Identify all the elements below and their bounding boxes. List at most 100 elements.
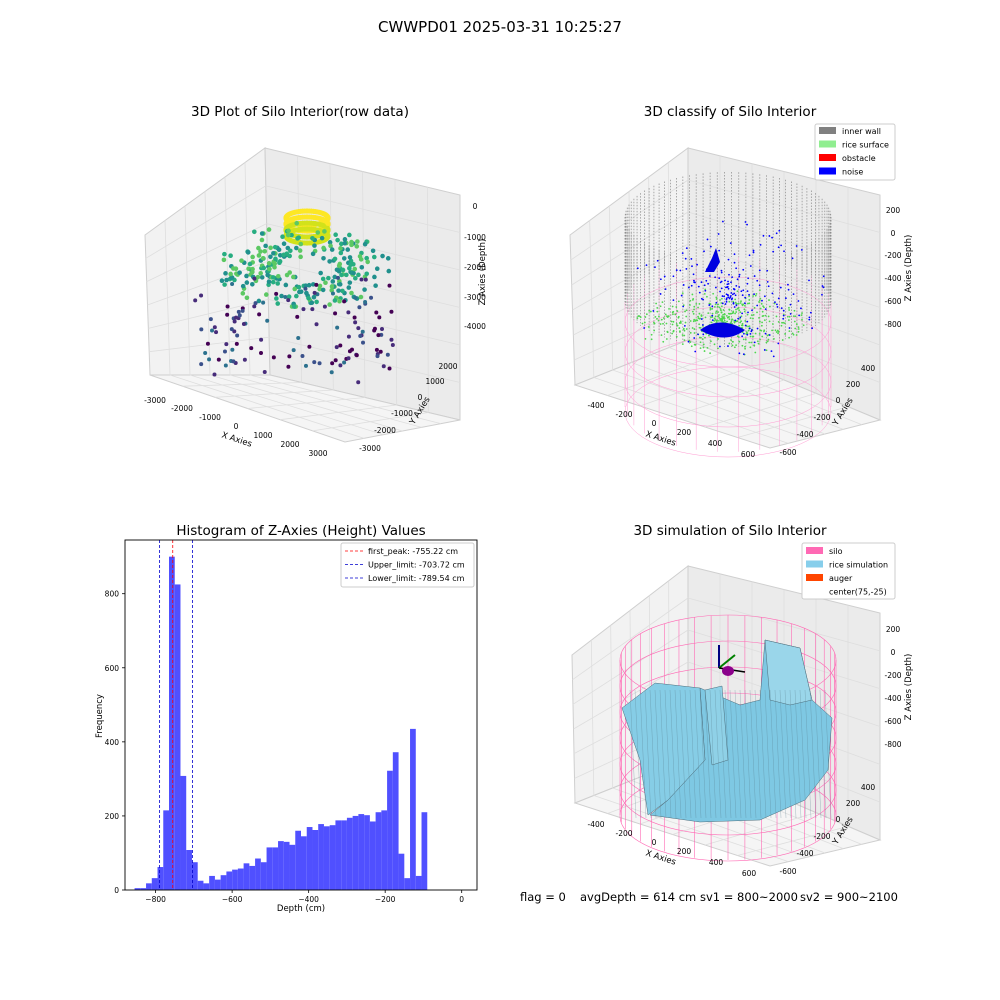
- p1-point: [320, 287, 326, 293]
- p2-rice-point: [792, 315, 795, 318]
- p1-point: [272, 265, 277, 270]
- p2-noise-point: [747, 277, 750, 280]
- p1-point: [225, 312, 230, 317]
- p1-point: [250, 254, 255, 260]
- p2-rice-point: [743, 310, 746, 313]
- p2-noise-point: [718, 277, 721, 280]
- panel1-title: 3D Plot of Silo Interior(row data): [191, 104, 409, 120]
- panel2-legend: inner wall rice surface obstacle noise: [814, 123, 896, 181]
- p2-ztick-1: 0: [891, 229, 896, 238]
- p1-ztick-2: -2000: [464, 263, 486, 272]
- rice-mesh-line: [824, 689, 832, 819]
- p1-point: [335, 237, 340, 243]
- p2-rice-point: [717, 338, 719, 340]
- p2-rice-point: [748, 325, 751, 328]
- p1-point: [288, 248, 293, 254]
- p1-point: [320, 276, 326, 282]
- p2-noise-point: [767, 285, 770, 288]
- p2-rice-point: [717, 303, 720, 306]
- p1-point: [307, 344, 312, 349]
- p1-point: [286, 294, 292, 300]
- histogram-bar: [358, 814, 365, 890]
- p2-rice-point: [714, 315, 717, 318]
- p1-point: [247, 261, 253, 267]
- histogram-bar: [140, 888, 147, 890]
- p1-point: [252, 276, 257, 281]
- p2-rice-point: [709, 308, 712, 311]
- p2-rice-point: [690, 345, 693, 348]
- p1-point: [327, 259, 332, 264]
- p2-rice-point: [753, 344, 756, 347]
- p2-rice-point: [728, 318, 731, 321]
- p2-noise-point: [746, 223, 748, 226]
- histogram-bar: [203, 883, 210, 890]
- p1-point: [280, 234, 285, 240]
- p2-noise-point: [738, 275, 741, 278]
- histogram-xtick-label: −600: [222, 895, 243, 904]
- p2-noise-point: [725, 300, 728, 303]
- p2-rice-point: [681, 334, 684, 336]
- p1-point: [342, 237, 348, 242]
- p4-legend-swatch: [806, 587, 823, 595]
- p2-xtick-5: 600: [741, 450, 756, 459]
- p1-point: [222, 282, 227, 287]
- p2-rice-point: [732, 310, 735, 313]
- p4-legend-swatch: [806, 547, 823, 554]
- p2-noise-point: [779, 286, 782, 289]
- p2-noise-point: [663, 275, 666, 278]
- histogram-bar: [157, 867, 164, 890]
- p1-point: [369, 295, 374, 300]
- p2-rice-point: [693, 332, 696, 334]
- p2-rice-point: [741, 322, 744, 325]
- p4-ztick-2: -200: [884, 671, 901, 680]
- p2-noise-point: [777, 297, 780, 300]
- p1-point: [199, 293, 204, 298]
- p1-point: [275, 281, 281, 286]
- p2-rice-point: [761, 321, 763, 324]
- p1-point: [340, 288, 345, 294]
- p2-noise-point: [685, 247, 688, 250]
- rice-mesh-line: [639, 689, 647, 819]
- p1-point: [317, 361, 322, 366]
- p2-noise-point: [730, 292, 733, 294]
- p2-rice-point: [683, 329, 686, 332]
- p2-rice-point: [728, 315, 730, 318]
- p2-noise-point: [729, 242, 732, 245]
- p2-noise-point: [727, 296, 730, 299]
- p2-rice-point: [670, 320, 673, 323]
- p1-point: [258, 271, 263, 276]
- histogram-xtick-label: −200: [375, 895, 396, 904]
- p2-rice-point: [727, 312, 730, 315]
- p2-rice-point: [660, 334, 663, 337]
- p1-point: [210, 328, 215, 333]
- p2-noise-point: [682, 284, 685, 286]
- p4-xtick-3: 200: [677, 847, 692, 856]
- p1-ytick-1: 1000: [425, 377, 444, 386]
- p2-rice-point: [722, 313, 725, 316]
- rice-simulation-surface: [621, 639, 833, 823]
- p2-rice-point: [752, 317, 754, 320]
- p2-rice-point: [759, 329, 762, 332]
- p2-rice-point: [697, 317, 700, 320]
- p1-point: [303, 283, 309, 288]
- p2-noise-point: [717, 233, 720, 235]
- p1-point: [358, 334, 363, 339]
- p1-point: [259, 275, 265, 280]
- p2-rice-point: [731, 344, 734, 347]
- histogram-bar: [278, 841, 284, 890]
- p1-xtick-6: 3000: [308, 449, 327, 458]
- p2-rice-point: [637, 315, 640, 317]
- p2-rice-point: [760, 302, 763, 305]
- histogram-legend: first_peak: -755.22 cm Upper_limit: -703.…: [340, 542, 475, 588]
- p1-point: [250, 266, 255, 272]
- p1-point: [300, 353, 305, 358]
- p2-noise-point: [679, 269, 682, 272]
- p2-rice-point: [662, 322, 664, 325]
- rice-mesh-line: [809, 689, 817, 819]
- p2-rice-point: [665, 338, 668, 340]
- p1-point: [262, 248, 268, 254]
- p1-point: [334, 267, 340, 273]
- p2-rice-point: [692, 312, 695, 315]
- p1-point: [310, 235, 315, 241]
- p2-rice-point: [780, 324, 783, 327]
